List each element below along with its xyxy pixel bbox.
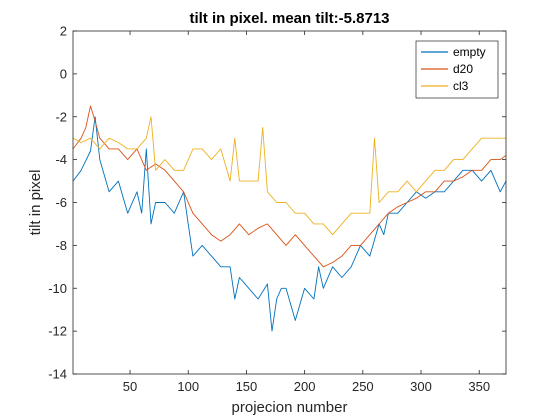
y-tick-label: -8 (55, 238, 67, 253)
series-layer (72, 105, 507, 332)
ticks-layer: 50 100 150 200 250 300 350 -14 -12 -10 -8 -6 -4 -2 0 2 (48, 24, 506, 394)
x-tick-label: 200 (294, 379, 316, 394)
x-tick-label: 300 (410, 379, 432, 394)
y-tick-label: -14 (48, 367, 67, 382)
series-line-d20 (72, 105, 507, 268)
x-axis-title: projecion number (232, 399, 348, 416)
y-tick-label: -10 (48, 281, 67, 296)
x-tick-label: 100 (177, 379, 199, 394)
chart-title: tilt in pixel. mean tilt:-5.8713 (189, 10, 389, 27)
y-tick-label: -2 (55, 109, 67, 124)
legend-label-empty: empty (453, 45, 486, 59)
x-tick-label: 350 (468, 379, 490, 394)
y-tick-label: 2 (60, 24, 67, 39)
y-tick-label: -4 (55, 152, 67, 167)
legend-label-d20: d20 (453, 62, 473, 76)
series-line-cl3 (72, 116, 506, 236)
x-tick-label: 50 (123, 379, 137, 394)
y-tick-label: -6 (55, 195, 67, 210)
y-tick-label: 0 (60, 66, 67, 81)
x-tick-label: 250 (352, 379, 374, 394)
y-tick-label: -12 (48, 324, 67, 339)
x-tick-label: 150 (236, 379, 258, 394)
series-line-empty (72, 116, 507, 332)
legend: empty d20 cl3 (415, 40, 499, 99)
y-axis-title: tilt in pixel (27, 170, 44, 236)
legend-label-cl3: cl3 (453, 79, 469, 93)
